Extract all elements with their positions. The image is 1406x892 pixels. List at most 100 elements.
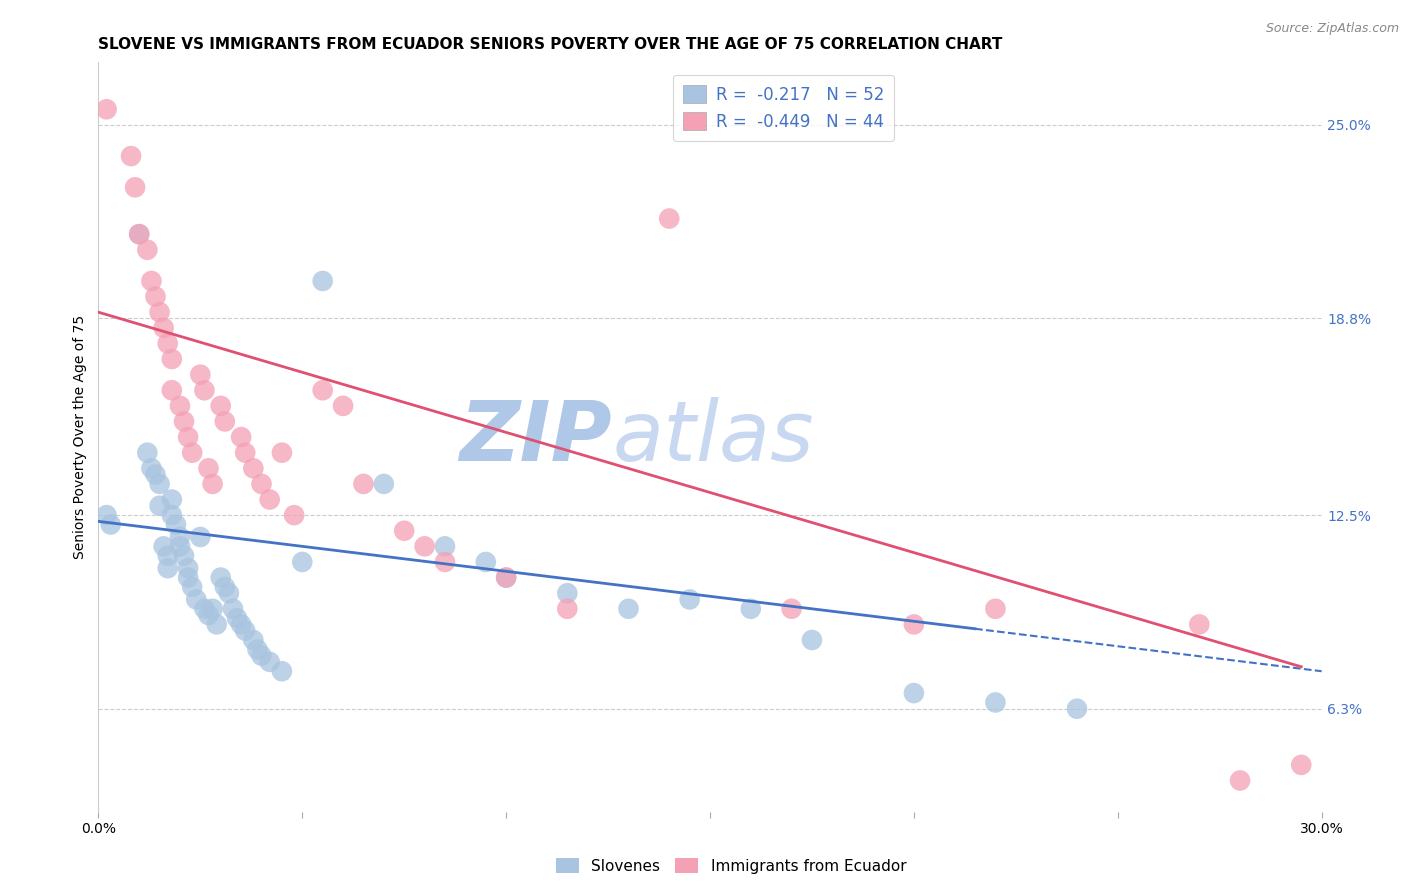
Point	[193, 384, 215, 398]
Point	[495, 571, 517, 585]
Point	[169, 530, 191, 544]
Point	[903, 686, 925, 700]
Point	[740, 602, 762, 616]
Point	[149, 499, 172, 513]
Point	[246, 642, 269, 657]
Point	[555, 602, 579, 616]
Point	[291, 555, 314, 569]
Point	[205, 617, 228, 632]
Point	[197, 461, 219, 475]
Point	[145, 467, 167, 482]
Point	[474, 555, 498, 569]
Legend: Slovenes, Immigrants from Ecuador: Slovenes, Immigrants from Ecuador	[550, 852, 912, 880]
Point	[209, 399, 232, 413]
Point	[173, 414, 195, 429]
Point	[173, 549, 195, 563]
Text: atlas: atlas	[612, 397, 814, 477]
Point	[120, 149, 142, 163]
Point	[188, 530, 212, 544]
Point	[226, 611, 249, 625]
Point	[141, 274, 163, 288]
Point	[177, 571, 200, 585]
Point	[780, 602, 803, 616]
Point	[250, 476, 273, 491]
Point	[984, 602, 1007, 616]
Point	[96, 508, 118, 523]
Point	[218, 586, 240, 600]
Point	[152, 539, 174, 553]
Text: ZIP: ZIP	[460, 397, 612, 477]
Point	[434, 555, 457, 569]
Point	[679, 592, 702, 607]
Point	[165, 517, 187, 532]
Point	[169, 539, 191, 553]
Point	[156, 336, 179, 351]
Point	[233, 624, 256, 638]
Point	[169, 399, 191, 413]
Point	[312, 384, 335, 398]
Point	[1291, 758, 1313, 772]
Point	[197, 608, 219, 623]
Point	[801, 633, 824, 648]
Point	[1229, 773, 1251, 788]
Point	[136, 243, 159, 257]
Point	[156, 561, 179, 575]
Point	[1066, 701, 1088, 715]
Point	[177, 561, 200, 575]
Point	[434, 539, 457, 553]
Point	[156, 549, 179, 563]
Point	[270, 664, 294, 679]
Point	[128, 227, 150, 241]
Point	[617, 602, 640, 616]
Point	[242, 461, 264, 475]
Point	[100, 517, 122, 532]
Point	[141, 461, 163, 475]
Point	[201, 476, 224, 491]
Point	[136, 446, 159, 460]
Point	[160, 508, 183, 523]
Point	[160, 384, 183, 398]
Text: SLOVENE VS IMMIGRANTS FROM ECUADOR SENIORS POVERTY OVER THE AGE OF 75 CORRELATIO: SLOVENE VS IMMIGRANTS FROM ECUADOR SENIO…	[98, 37, 1002, 52]
Point	[250, 648, 273, 663]
Point	[124, 180, 146, 194]
Point	[352, 476, 374, 491]
Point	[312, 274, 335, 288]
Point	[283, 508, 305, 523]
Point	[259, 655, 281, 669]
Point	[160, 492, 183, 507]
Point	[332, 399, 354, 413]
Point	[145, 289, 167, 303]
Point	[214, 414, 236, 429]
Point	[242, 633, 264, 648]
Point	[231, 430, 253, 444]
Point	[201, 602, 224, 616]
Point	[495, 571, 517, 585]
Point	[555, 586, 579, 600]
Point	[259, 492, 281, 507]
Point	[181, 446, 204, 460]
Point	[181, 580, 204, 594]
Y-axis label: Seniors Poverty Over the Age of 75: Seniors Poverty Over the Age of 75	[73, 315, 87, 559]
Point	[149, 305, 172, 319]
Point	[373, 476, 395, 491]
Point	[186, 592, 208, 607]
Point	[1188, 617, 1211, 632]
Point	[392, 524, 416, 538]
Point	[413, 539, 436, 553]
Point	[96, 102, 118, 116]
Point	[214, 580, 236, 594]
Point	[160, 351, 183, 366]
Point	[209, 571, 232, 585]
Point	[149, 476, 172, 491]
Point	[152, 320, 174, 334]
Point	[658, 211, 681, 226]
Point	[193, 602, 215, 616]
Point	[188, 368, 212, 382]
Point	[233, 446, 256, 460]
Point	[231, 617, 253, 632]
Point	[903, 617, 925, 632]
Legend: R =  -0.217   N = 52, R =  -0.449   N = 44: R = -0.217 N = 52, R = -0.449 N = 44	[672, 75, 894, 141]
Point	[984, 696, 1007, 710]
Point	[222, 602, 245, 616]
Point	[177, 430, 200, 444]
